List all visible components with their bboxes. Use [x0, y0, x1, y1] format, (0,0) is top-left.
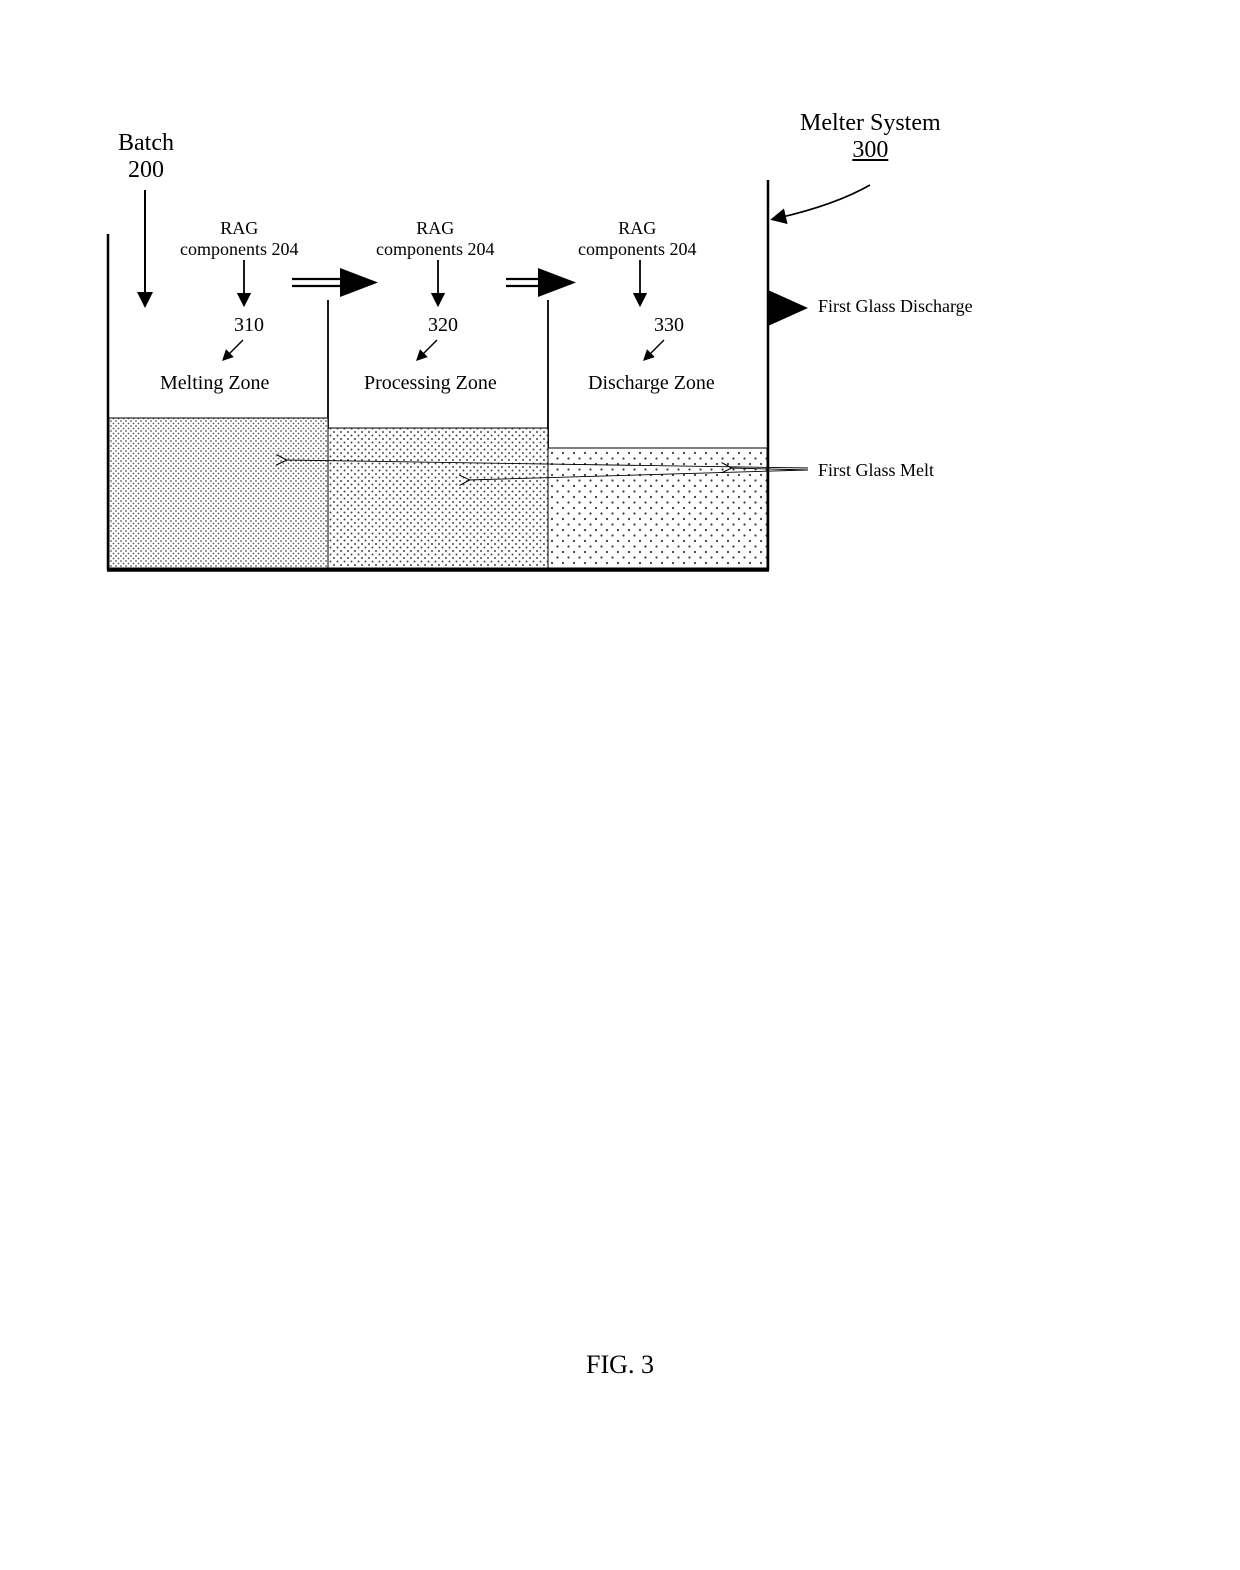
zone-330-id: 330	[654, 314, 684, 337]
zone-330-tick	[647, 340, 664, 357]
rag-3-line2: components 204	[578, 239, 697, 260]
melter-system-line2: 300	[800, 137, 941, 164]
zone-310-name: Melting Zone	[160, 372, 269, 395]
batch-label: Batch 200	[118, 130, 174, 184]
melter-system-line1: Melter System	[800, 110, 941, 137]
rag-1-line1: RAG	[180, 218, 299, 239]
melt-zone1-fill	[109, 418, 328, 568]
melter-system-leader	[778, 185, 870, 218]
zone-310-id: 310	[234, 314, 264, 337]
batch-line2: 200	[118, 157, 174, 184]
rag-3-line1: RAG	[578, 218, 697, 239]
discharge-annotation: First Glass Discharge	[818, 296, 973, 317]
zone-320-id: 320	[428, 314, 458, 337]
figure-caption: FIG. 3	[0, 1350, 1240, 1380]
diagram-canvas: Melter System 300 Batch 200 RAG componen…	[0, 0, 1240, 1570]
discharge-triangle	[768, 290, 808, 326]
rag-label-2: RAG components 204	[376, 218, 495, 260]
flow-arrow-1	[292, 268, 378, 297]
melt-annotation: First Glass Melt	[818, 460, 934, 481]
zone-330-name: Discharge Zone	[588, 372, 715, 395]
melter-system-title: Melter System 300	[800, 110, 941, 164]
rag-2-line2: components 204	[376, 239, 495, 260]
rag-1-line2: components 204	[180, 239, 299, 260]
rag-2-line1: RAG	[376, 218, 495, 239]
melt-zone2-fill	[328, 428, 548, 568]
zone-310-tick	[226, 340, 243, 357]
flow-arrow-2	[506, 268, 576, 297]
batch-line1: Batch	[118, 130, 174, 157]
rag-label-3: RAG components 204	[578, 218, 697, 260]
rag-label-1: RAG components 204	[180, 218, 299, 260]
zone-320-tick	[420, 340, 437, 357]
zone-320-name: Processing Zone	[364, 372, 497, 395]
